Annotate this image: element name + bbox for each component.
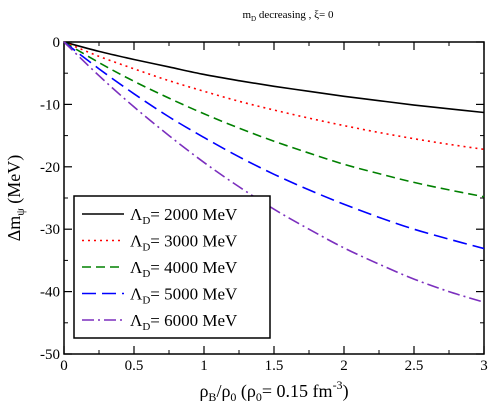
y-tick-label: -40 bbox=[40, 285, 60, 301]
x-tick-label: 2 bbox=[340, 358, 348, 374]
x-tick-label: 0.5 bbox=[125, 358, 144, 374]
axis-ticks: 0 0.5 1 1.5 2 2.5 3 0 -10 -20 -30 -40 -50 bbox=[40, 35, 488, 374]
legend-label-2: ΛD= 3000 MeV bbox=[130, 232, 238, 254]
y-tick-label: -50 bbox=[40, 347, 60, 363]
y-axis-label: Δmψ (MeV) bbox=[4, 155, 27, 242]
series-line-5 bbox=[63, 41, 485, 303]
y-tick-label: -30 bbox=[40, 222, 60, 238]
y-tick-label: -20 bbox=[40, 160, 60, 176]
legend: ΛD= 2000 MeV ΛD= 3000 MeV ΛD= 4000 MeV ΛD= … bbox=[73, 195, 271, 339]
y-tick-label: -10 bbox=[40, 97, 60, 113]
legend-label-4: ΛD= 5000 MeV bbox=[130, 285, 238, 307]
legend-label-3: ΛD= 4000 MeV bbox=[130, 258, 238, 280]
series-line-3 bbox=[63, 41, 485, 198]
x-axis-label: ρB/ρ0 (ρ0= 0.15 fm-3) bbox=[199, 378, 348, 404]
x-tick-label: 2.5 bbox=[405, 358, 424, 374]
series-line-1 bbox=[63, 41, 485, 114]
legend-box bbox=[73, 195, 271, 339]
y-tick-label: 0 bbox=[53, 35, 61, 51]
legend-label-5: ΛD= 6000 MeV bbox=[130, 311, 238, 333]
data-series bbox=[63, 41, 485, 303]
x-tick-label: 1 bbox=[200, 358, 208, 374]
chart-title: mD decreasing , ξ= 0 bbox=[242, 9, 334, 23]
series-line-4 bbox=[63, 41, 485, 250]
x-tick-label: 0 bbox=[60, 358, 68, 374]
legend-label-1: ΛD= 2000 MeV bbox=[130, 205, 238, 227]
x-tick-label: 1.5 bbox=[265, 358, 284, 374]
x-tick-label: 3 bbox=[480, 358, 488, 374]
